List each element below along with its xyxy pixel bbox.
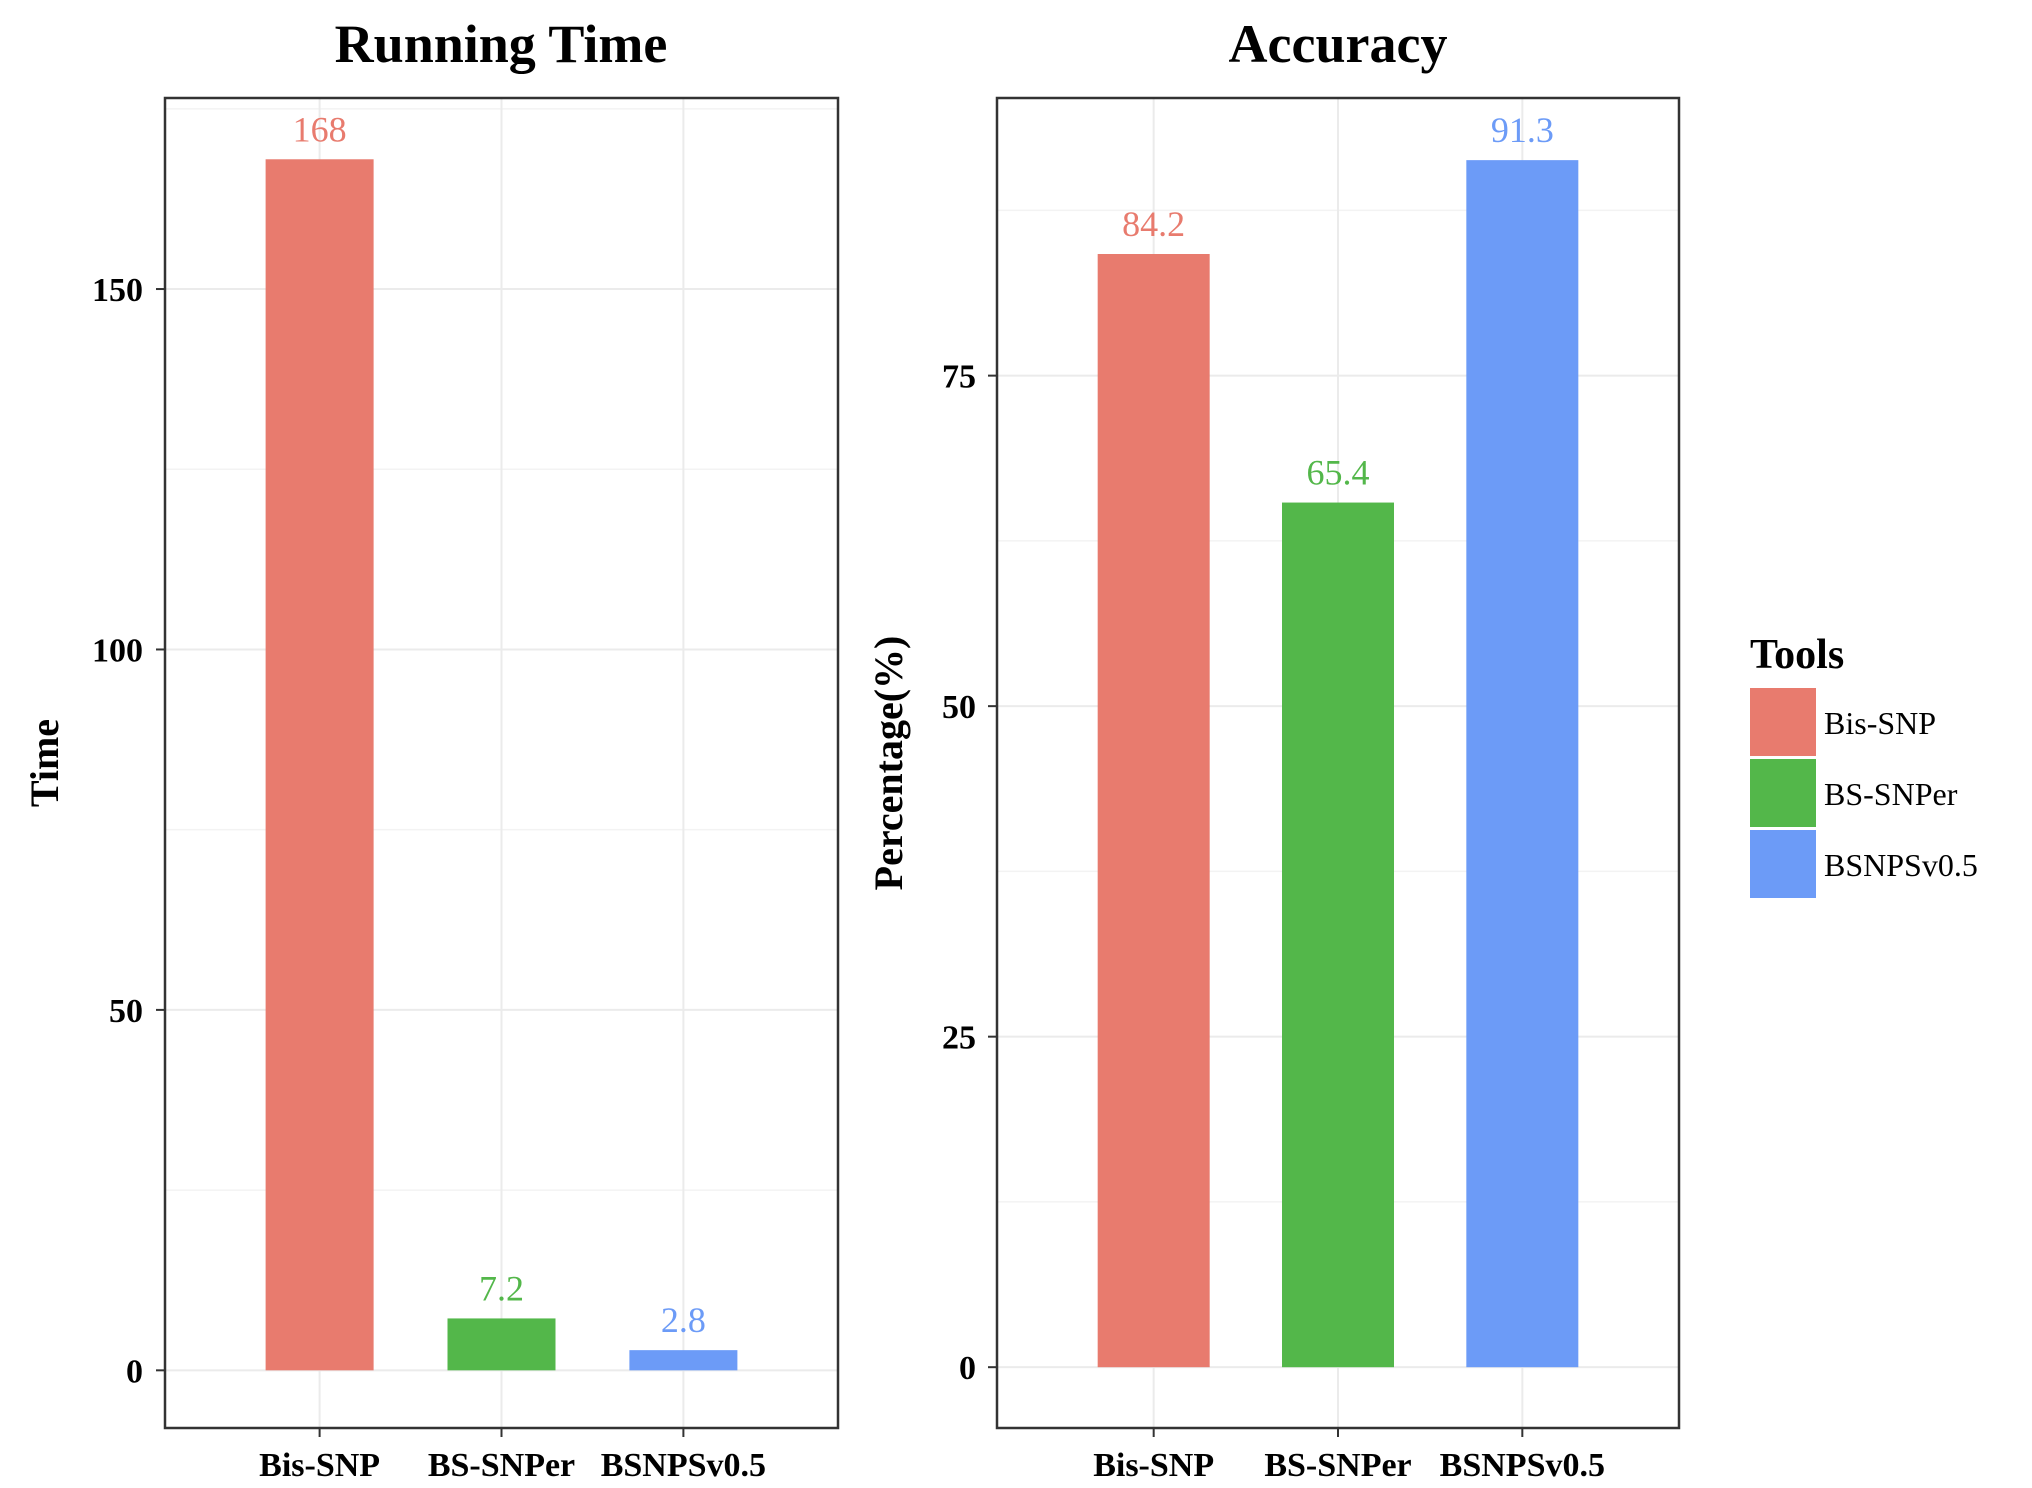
bar-bs-snper: [1282, 502, 1394, 1368]
x-tick-label: BSNPSv0.5: [601, 1447, 766, 1484]
x-tick-label: Bis-SNP: [259, 1447, 380, 1484]
y-tick-label: 0: [959, 1350, 976, 1387]
legend-label: Bis-SNP: [1824, 705, 1936, 741]
y-tick-label: 0: [126, 1353, 143, 1390]
accuracy-panel: 84.2 65.4 91.3 0 25 50 75 Bis-SNP BS-SNPer BSNPSv…: [866, 14, 1681, 1484]
legend-swatch: [1750, 688, 1816, 756]
data-label: 65.4: [1307, 453, 1370, 493]
y-axis-title: Percentage(%): [866, 636, 911, 891]
data-label: 91.3: [1491, 110, 1554, 150]
y-tick-label: 50: [109, 993, 143, 1030]
y-tick-label: 50: [942, 689, 976, 726]
legend-label: BSNPSv0.5: [1824, 847, 1978, 883]
chart-title: Accuracy: [1229, 14, 1448, 74]
y-tick-label: 75: [942, 359, 976, 396]
bar-bis-snp: [265, 159, 374, 1371]
legend-title: Tools: [1750, 632, 1844, 678]
y-tick-label: 100: [92, 632, 143, 669]
legend: Tools Bis-SNP BS-SNPer BSNPSv0.5: [1750, 632, 1978, 898]
legend-swatch: [1750, 830, 1816, 898]
data-label: 2.8: [661, 1300, 706, 1340]
chart-title: Running Time: [335, 14, 668, 74]
x-tick-label: Bis-SNP: [1093, 1447, 1214, 1484]
bar-bsnpsv0-5: [629, 1350, 738, 1371]
data-label: 84.2: [1122, 204, 1185, 244]
x-tick-label: BSNPSv0.5: [1440, 1447, 1605, 1484]
y-axis-title: Time: [22, 719, 67, 807]
x-tick-label: BS-SNPer: [1264, 1447, 1411, 1484]
data-label: 168: [293, 109, 347, 149]
data-label: 7.2: [479, 1268, 524, 1308]
y-tick-label: 150: [92, 272, 143, 309]
legend-label: BS-SNPer: [1824, 776, 1958, 812]
x-tick-label: BS-SNPer: [428, 1447, 575, 1484]
bar-bis-snp: [1097, 254, 1210, 1368]
running-time-panel: 168 7.2 2.8 0 50 100 150 Bis-SNP BS-SNPer BSNPSv0…: [22, 14, 840, 1484]
bar-bsnpsv0-5: [1466, 160, 1579, 1368]
legend-swatch: [1750, 759, 1816, 827]
bar-bs-snper: [447, 1318, 556, 1371]
y-tick-label: 25: [942, 1020, 976, 1057]
